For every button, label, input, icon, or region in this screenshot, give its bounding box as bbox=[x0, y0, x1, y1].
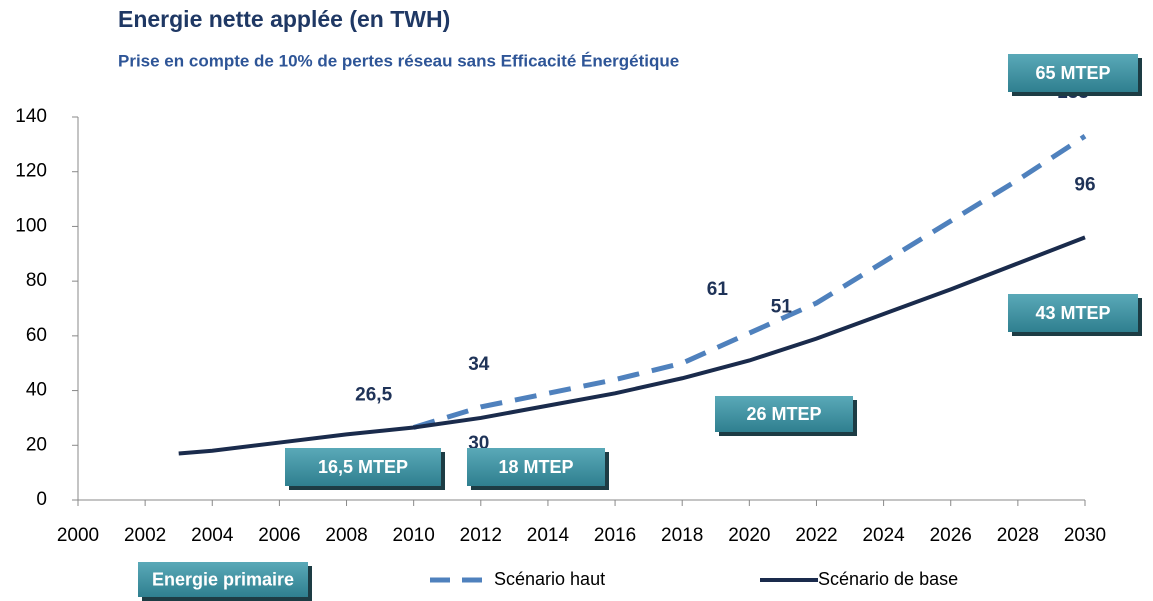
y-tick-label: 0 bbox=[36, 489, 47, 510]
x-tick-label: 2004 bbox=[191, 525, 234, 546]
mtep-box-label: 43 MTEP bbox=[1035, 303, 1110, 323]
y-tick-label: 80 bbox=[26, 270, 47, 291]
data-label: 26,5 bbox=[355, 385, 392, 406]
mtep-box-label: 18 MTEP bbox=[498, 457, 573, 477]
y-tick-label: 120 bbox=[15, 161, 47, 182]
series-line bbox=[412, 134, 1087, 430]
x-tick-label: 2024 bbox=[862, 525, 905, 546]
x-tick-label: 2012 bbox=[460, 525, 502, 546]
series-line bbox=[178, 235, 1086, 456]
mtep-box bbox=[715, 396, 853, 432]
legend-label: Scénario haut bbox=[494, 569, 605, 589]
x-tick-label: 2028 bbox=[997, 525, 1039, 546]
mtep-box-label: 16,5 MTEP bbox=[318, 457, 408, 477]
data-label: 51 bbox=[771, 296, 793, 317]
data-label: 34 bbox=[468, 354, 490, 375]
x-tick-label: 2000 bbox=[57, 525, 99, 546]
x-tick-label: 2016 bbox=[594, 525, 636, 546]
x-tick-label: 2030 bbox=[1064, 525, 1106, 546]
x-tick-label: 2006 bbox=[258, 525, 300, 546]
x-tick-label: 2008 bbox=[325, 525, 367, 546]
mtep-box bbox=[1008, 294, 1138, 332]
y-tick-label: 40 bbox=[26, 380, 47, 401]
x-tick-label: 2002 bbox=[124, 525, 166, 546]
x-tick-label: 2014 bbox=[527, 525, 570, 546]
mtep-box-label: 65 MTEP bbox=[1035, 63, 1110, 83]
mtep-box bbox=[285, 448, 441, 486]
y-tick-label: 60 bbox=[26, 325, 47, 346]
y-tick-label: 140 bbox=[15, 106, 47, 127]
x-tick-label: 2010 bbox=[393, 525, 435, 546]
data-label: 61 bbox=[707, 279, 729, 300]
y-tick-label: 100 bbox=[15, 215, 47, 236]
legend-box-label: Energie primaire bbox=[152, 569, 294, 589]
mtep-box bbox=[467, 448, 605, 486]
mtep-box-label: 26 MTEP bbox=[746, 404, 821, 424]
chart-subtitle: Prise en compte de 10% de pertes réseau … bbox=[118, 51, 679, 70]
chart-title: Energie nette applée (en TWH) bbox=[118, 6, 450, 32]
x-tick-label: 2022 bbox=[795, 525, 837, 546]
legend-label: Scénario de base bbox=[818, 569, 958, 589]
legend-box bbox=[138, 562, 308, 597]
data-label: 96 bbox=[1074, 174, 1095, 195]
x-tick-label: 2020 bbox=[728, 525, 770, 546]
x-tick-label: 2026 bbox=[930, 525, 972, 546]
y-tick-label: 20 bbox=[26, 434, 47, 455]
mtep-box bbox=[1008, 54, 1138, 92]
x-tick-label: 2018 bbox=[661, 525, 703, 546]
